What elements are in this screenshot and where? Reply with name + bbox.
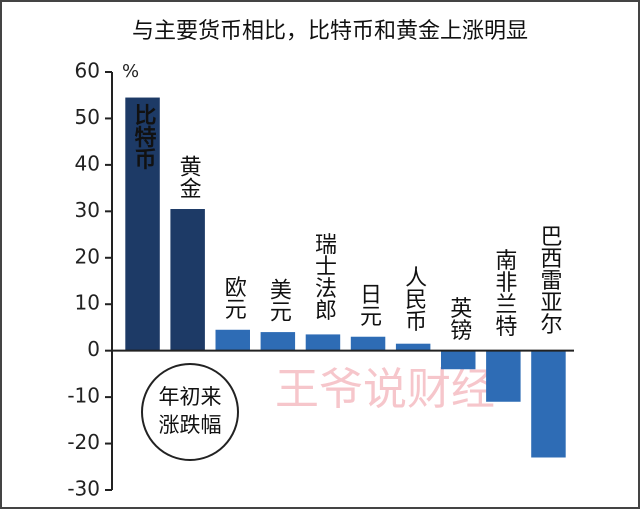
x-tick-label: 比特币	[131, 104, 157, 170]
annotation-circle	[141, 363, 239, 461]
x-tick-label: 黄金	[176, 155, 202, 199]
y-tick-label: -10	[67, 384, 100, 408]
x-tick-label: 巴西雷亚尔	[536, 225, 562, 335]
bar	[531, 350, 566, 458]
y-tick-label: 60	[75, 59, 100, 83]
bar	[441, 350, 476, 370]
bar	[215, 329, 250, 351]
bar	[260, 332, 296, 351]
y-tick-label: 10	[75, 291, 100, 315]
annotation: 年初来	[159, 385, 222, 409]
bar	[486, 350, 521, 402]
x-tick-label: 欧元	[221, 276, 246, 320]
x-tick-label: 人民币	[401, 266, 427, 332]
y-tick-label: -30	[67, 477, 100, 501]
bar	[395, 343, 431, 351]
y-tick-label: 30	[75, 198, 100, 222]
x-tick-label: 英镑	[446, 297, 472, 341]
annotation: 涨跌幅	[159, 413, 222, 437]
x-tick-label: 日元	[356, 283, 381, 327]
watermark: 王爷说财经	[275, 364, 495, 415]
x-tick-label: 瑞士法郎	[311, 232, 337, 320]
y-tick-label: -20	[67, 430, 100, 454]
unit-label: %	[122, 61, 139, 82]
chart-title: 与主要货币相比，比特币和黄金上涨明显	[132, 19, 528, 44]
bar	[170, 209, 205, 351]
y-tick-label: 50	[75, 105, 100, 129]
x-tick-label: 南非兰特	[491, 249, 517, 337]
x-tick-label: 美元	[266, 278, 292, 322]
y-tick-label: 0	[87, 337, 100, 361]
bar	[350, 336, 386, 351]
y-tick-label: 20	[75, 244, 100, 268]
y-tick-label: 40	[75, 151, 100, 175]
bar	[125, 97, 160, 351]
bar	[305, 334, 341, 351]
